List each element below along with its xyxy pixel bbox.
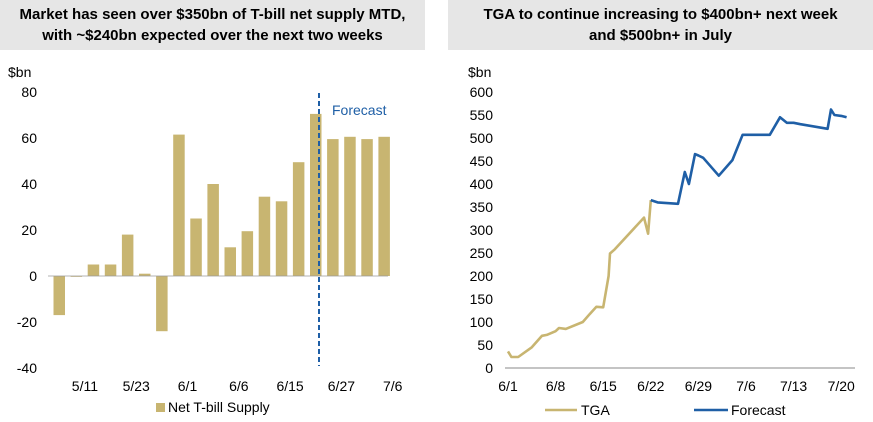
y-axis-unit-label: $bn — [468, 64, 491, 80]
y-tick-label: 40 — [21, 176, 37, 192]
bar-3 — [104, 264, 117, 276]
left-chart-title: Market has seen over $350bn of T-bill ne… — [0, 0, 425, 50]
x-tick-label: 6/29 — [685, 378, 712, 394]
right-chart-panel: TGA to continue increasing to $400bn+ ne… — [448, 0, 873, 422]
y-tick-label: 60 — [21, 130, 37, 146]
x-tick-label: 6/6 — [229, 378, 249, 394]
bar-15 — [310, 113, 322, 277]
bar-chart: Forecast $bn 80 60 40 20 0 -20 -40 5/11 5/23 6/1… — [8, 64, 403, 415]
y-tick-label: -40 — [17, 360, 37, 376]
y-tick-label: 450 — [470, 153, 494, 169]
y-tick-label: 0 — [29, 268, 37, 284]
bar-8 — [190, 218, 202, 276]
y-tick-label: 100 — [470, 314, 494, 330]
y-tick-label: 350 — [470, 199, 494, 215]
y-tick-label: 400 — [470, 176, 494, 192]
line-chart: $bn 600550500450400350300250200150100500… — [468, 64, 855, 418]
x-tick-label: 6/1 — [498, 378, 518, 394]
legend: TGA Forecast — [545, 402, 786, 418]
y-tick-label: 600 — [470, 84, 494, 100]
bar-0 — [53, 276, 65, 316]
legend-label-forecast: Forecast — [731, 402, 786, 418]
x-tick-label: 6/15 — [590, 378, 617, 394]
legend-label-net-tbill-supply: Net T-bill Supply — [168, 399, 270, 415]
bar-9 — [207, 184, 219, 276]
bar-2 — [87, 264, 100, 276]
x-tick-label: 5/11 — [72, 378, 98, 394]
y-tick-label: 0 — [485, 360, 493, 376]
forecast-label: Forecast — [332, 102, 387, 118]
bar-17 — [344, 136, 356, 276]
x-tick-label: 6/1 — [178, 378, 198, 394]
y-tick-label: 500 — [470, 130, 494, 146]
y-axis-ticks: 80 60 40 20 0 -20 -40 — [17, 84, 37, 376]
x-tick-label: 6/27 — [328, 378, 355, 394]
bar-13 — [275, 201, 288, 277]
bar-16 — [327, 139, 339, 276]
bar-11 — [241, 231, 254, 276]
x-tick-label: 6/15 — [276, 378, 303, 394]
x-tick-label: 7/6 — [736, 378, 756, 394]
right-chart-title: TGA to continue increasing to $400bn+ ne… — [448, 0, 873, 50]
bar-7 — [173, 134, 185, 276]
x-tick-label: 6/22 — [637, 378, 664, 394]
bar-12 — [258, 196, 271, 276]
legend-swatch-net-tbill-supply — [156, 403, 165, 412]
y-tick-label: 300 — [470, 222, 494, 238]
right-chart-title-line-2: and $500bn+ in July — [589, 27, 732, 44]
bar-5 — [139, 273, 151, 276]
x-tick-label: 7/20 — [828, 378, 855, 394]
bar-10 — [224, 247, 236, 277]
bar-14 — [292, 162, 305, 276]
y-tick-label: 20 — [21, 222, 37, 238]
x-tick-label: 6/8 — [546, 378, 566, 394]
left-chart-panel: Market has seen over $350bn of T-bill ne… — [0, 0, 425, 422]
x-axis-ticks: 6/1 6/8 6/15 6/22 6/29 7/6 7/13 7/20 — [498, 378, 855, 394]
y-tick-label: -20 — [17, 314, 37, 330]
series-line-forecast — [650, 108, 847, 206]
bar-18 — [361, 139, 373, 276]
x-axis-ticks: 5/11 5/23 6/1 6/6 6/15 6/27 7/6 — [72, 378, 403, 394]
bar-series — [53, 113, 390, 332]
y-tick-label: 50 — [477, 337, 493, 353]
y-tick-label: 250 — [470, 245, 494, 261]
y-tick-label: 150 — [470, 291, 494, 307]
left-chart-title-line-2: with ~$240bn expected over the next two … — [42, 27, 383, 44]
y-axis-unit-label: $bn — [8, 64, 31, 80]
x-tick-label: 5/23 — [123, 378, 150, 394]
series-line-tga — [506, 199, 653, 359]
bar-6 — [156, 276, 168, 332]
y-tick-label: 200 — [470, 268, 494, 284]
right-chart-title-line-1: TGA to continue increasing to $400bn+ ne… — [483, 6, 838, 23]
left-chart-title-line-1: Market has seen over $350bn of T-bill ne… — [19, 6, 406, 23]
x-tick-label: 7/6 — [383, 378, 403, 394]
y-tick-label: 80 — [21, 84, 37, 100]
bar-4 — [121, 234, 134, 276]
y-tick-label: 550 — [470, 107, 494, 123]
legend: Net T-bill Supply — [156, 399, 270, 415]
bar-19 — [378, 136, 390, 276]
legend-label-tga: TGA — [581, 402, 610, 418]
x-tick-label: 7/13 — [780, 378, 807, 394]
